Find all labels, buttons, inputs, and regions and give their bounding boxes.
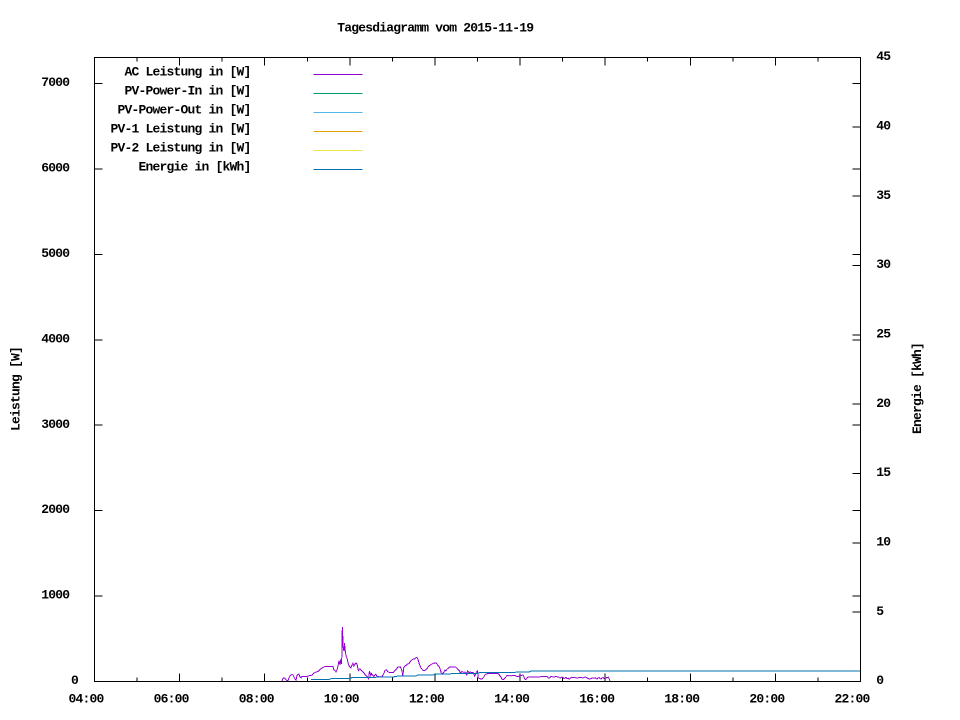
svg-text:0: 0 — [71, 673, 79, 688]
svg-text:40: 40 — [876, 118, 891, 133]
svg-text:18:00: 18:00 — [664, 692, 700, 707]
svg-text:3000: 3000 — [41, 417, 70, 432]
svg-text:06:00: 06:00 — [154, 692, 190, 707]
svg-text:22:00: 22:00 — [834, 692, 870, 707]
svg-text:PV-Power-In in [W]: PV-Power-In in [W] — [124, 84, 250, 99]
svg-text:04:00: 04:00 — [68, 692, 104, 707]
svg-text:14:00: 14:00 — [494, 692, 530, 707]
svg-text:08:00: 08:00 — [239, 692, 275, 707]
svg-text:Energie in [kWh]: Energie in [kWh] — [138, 160, 250, 175]
svg-text:35: 35 — [876, 188, 891, 203]
svg-text:16:00: 16:00 — [579, 692, 615, 707]
svg-text:1000: 1000 — [41, 588, 70, 603]
svg-text:Energie [kWh]: Energie [kWh] — [910, 343, 925, 434]
svg-text:12:00: 12:00 — [409, 692, 445, 707]
svg-text:PV-Power-Out in [W]: PV-Power-Out in [W] — [117, 103, 250, 118]
svg-text:30: 30 — [876, 257, 891, 272]
svg-text:PV-2 Leistung in [W]: PV-2 Leistung in [W] — [110, 141, 250, 156]
svg-text:6000: 6000 — [41, 161, 70, 176]
svg-text:7000: 7000 — [41, 75, 70, 90]
svg-text:5: 5 — [876, 604, 884, 619]
svg-text:PV-1 Leistung in [W]: PV-1 Leistung in [W] — [110, 122, 250, 137]
svg-text:Leistung [W]: Leistung [W] — [9, 347, 24, 431]
svg-text:2000: 2000 — [41, 502, 70, 517]
svg-text:AC Leistung in [W]: AC Leistung in [W] — [124, 65, 250, 80]
svg-text:20:00: 20:00 — [749, 692, 785, 707]
svg-text:25: 25 — [876, 326, 891, 341]
svg-text:15: 15 — [876, 465, 891, 480]
svg-text:20: 20 — [876, 396, 891, 411]
svg-text:4000: 4000 — [41, 331, 70, 346]
svg-text:5000: 5000 — [41, 246, 70, 261]
svg-text:Tagesdiagramm vom 2015-11-19: Tagesdiagramm vom 2015-11-19 — [337, 20, 534, 35]
svg-text:45: 45 — [876, 49, 891, 64]
svg-text:10: 10 — [876, 534, 891, 549]
svg-text:0: 0 — [876, 673, 884, 688]
svg-text:10:00: 10:00 — [324, 692, 360, 707]
